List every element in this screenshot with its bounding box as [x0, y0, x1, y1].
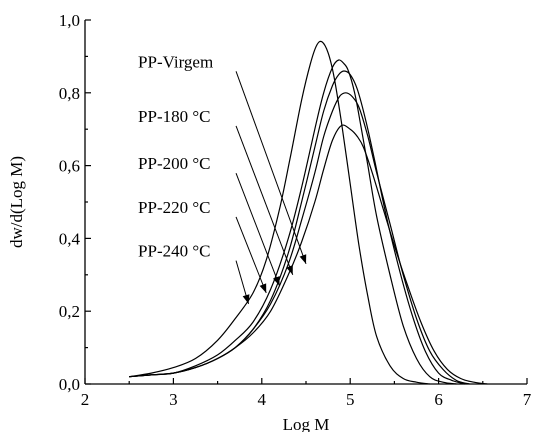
- series-label: PP-200 °C: [138, 154, 210, 173]
- x-tick-label: 7: [523, 390, 532, 409]
- y-tick-label: 0,0: [59, 375, 80, 394]
- series-label: PP-220 °C: [138, 198, 210, 217]
- series-line-4: [129, 40, 430, 385]
- series-label: PP-240 °C: [138, 242, 210, 261]
- arrow-head: [299, 254, 307, 264]
- y-tick-label: 1,0: [59, 11, 80, 30]
- series-arrow: [235, 125, 294, 275]
- arrow-head: [259, 283, 267, 293]
- series-arrow: [235, 71, 307, 265]
- arrow-head: [272, 276, 280, 286]
- arrow-head: [242, 294, 250, 304]
- series-labels: PP-Virgem PP-180 °C PP-200 °C PP-220 °C PP-2…: [138, 52, 307, 305]
- series-label: PP-Virgem: [138, 52, 213, 71]
- x-tick-label: 2: [81, 390, 90, 409]
- y-tick-label: 0,6: [59, 157, 80, 176]
- x-axis-label: Log M: [283, 415, 330, 432]
- y-tick-label: 0,4: [59, 229, 81, 248]
- y-axis-label: dw/d(Log M): [7, 156, 26, 248]
- series-line-3: [129, 59, 457, 385]
- y-tick-label: 0,2: [59, 302, 80, 321]
- x-tick-label: 4: [258, 390, 267, 409]
- series-group: [129, 40, 488, 385]
- y-tick-label: 0,8: [59, 84, 80, 103]
- x-tick-label: 5: [346, 390, 355, 409]
- series-label: PP-180 °C: [138, 107, 210, 126]
- y-ticks: 0,0 0,2 0,4 0,6 0,8 1,0: [59, 11, 91, 394]
- x-tick-label: 3: [169, 390, 178, 409]
- series-line-1: [129, 92, 470, 385]
- series-arrow: [235, 216, 267, 294]
- series-arrow: [235, 173, 280, 286]
- arrow-head: [286, 265, 293, 275]
- x-tick-label: 6: [434, 390, 443, 409]
- series-line-2: [129, 70, 466, 385]
